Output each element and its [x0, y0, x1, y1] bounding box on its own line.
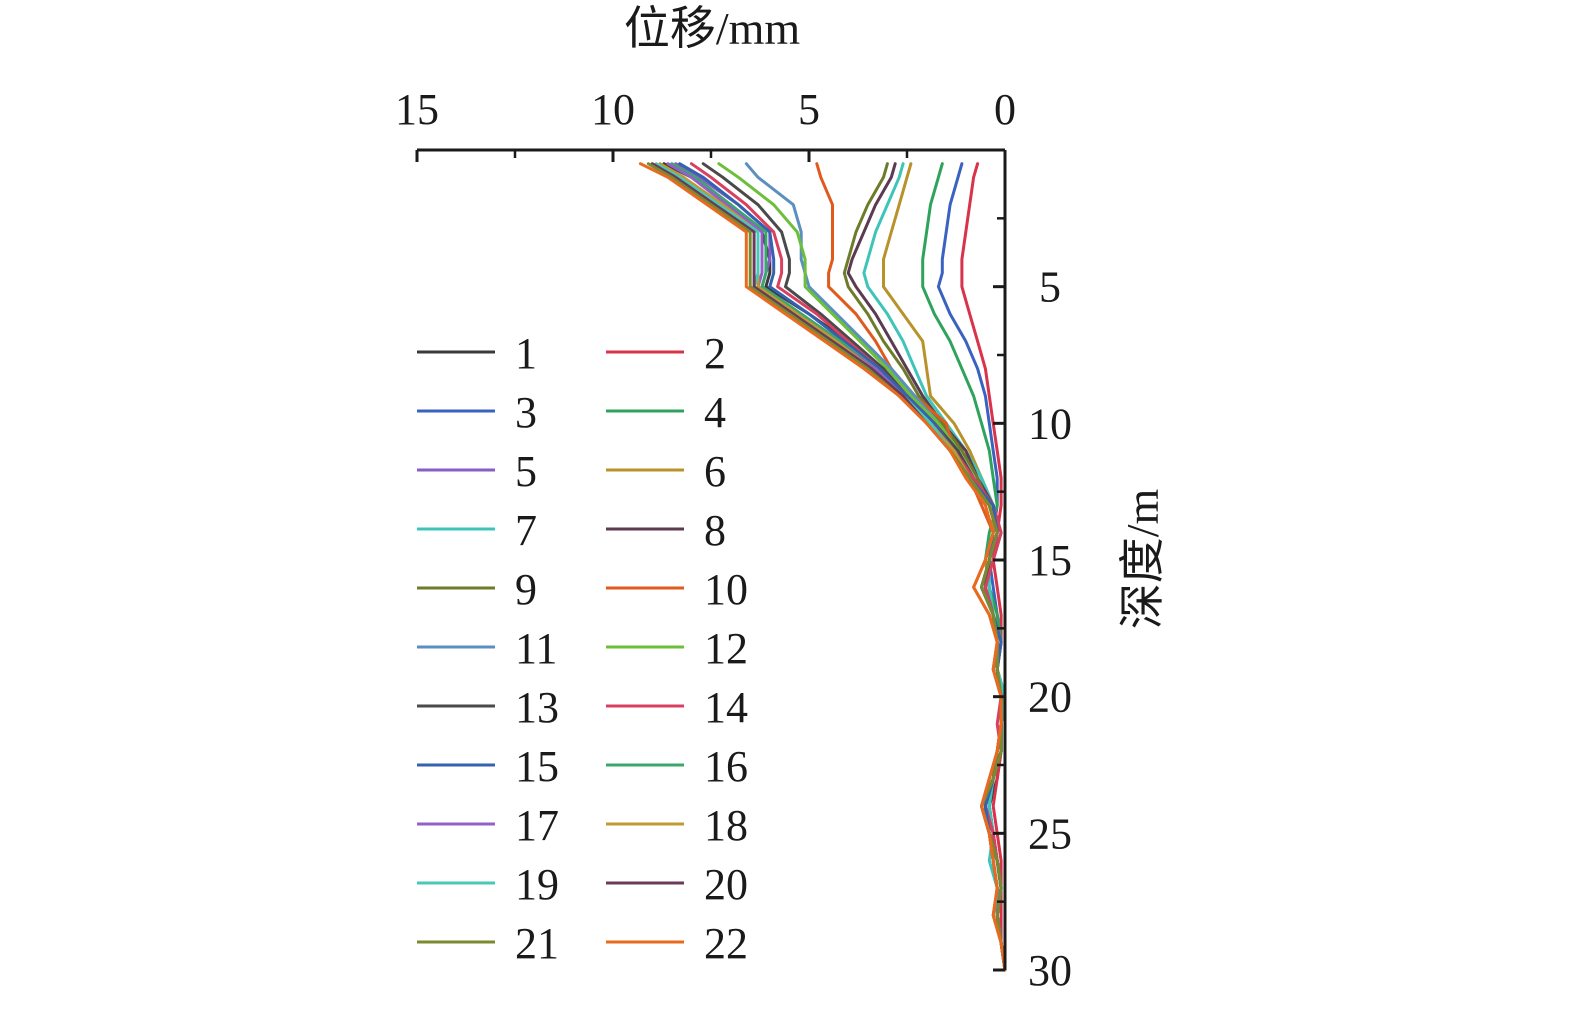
legend-label: 3	[515, 388, 537, 437]
legend-item-12: 12	[606, 624, 748, 673]
legend-item-5: 5	[417, 447, 537, 496]
y-tick-label: 30	[1028, 946, 1072, 995]
legend-label: 16	[704, 742, 748, 791]
legend-item-4: 4	[606, 388, 726, 437]
legend-item-1: 1	[417, 329, 537, 378]
legend-item-18: 18	[606, 801, 748, 850]
legend-label: 17	[515, 801, 559, 850]
x-axis-title: 位移/mm	[624, 3, 801, 54]
legend-item-14: 14	[606, 683, 748, 732]
legend-item-9: 9	[417, 565, 537, 614]
legend-item-22: 22	[606, 919, 748, 968]
x-tick-label: 5	[798, 85, 820, 134]
legend-item-3: 3	[417, 388, 537, 437]
series-line-2	[960, 162, 1007, 972]
x-tick-label: 0	[994, 85, 1016, 134]
legend-item-6: 6	[606, 447, 726, 496]
series-line-22	[638, 162, 1007, 972]
legend-item-7: 7	[417, 506, 537, 555]
legend-label: 21	[515, 919, 559, 968]
legend-label: 4	[704, 388, 726, 437]
legend-item-11: 11	[417, 624, 557, 673]
legend-label: 22	[704, 919, 748, 968]
y-tick-label: 15	[1028, 536, 1072, 585]
legend-label: 9	[515, 565, 537, 614]
legend-label: 13	[515, 683, 559, 732]
legend-item-19: 19	[417, 860, 559, 909]
x-tick-label: 15	[395, 85, 439, 134]
legend-item-2: 2	[606, 329, 726, 378]
legend-label: 18	[704, 801, 748, 850]
y-tick-label: 25	[1028, 809, 1072, 858]
y-axis-title: 深度/m	[1117, 489, 1168, 630]
legend-label: 20	[704, 860, 748, 909]
legend-label: 8	[704, 506, 726, 555]
legend-item-16: 16	[606, 742, 748, 791]
legend-label: 10	[704, 565, 748, 614]
series-line-21	[646, 162, 1007, 972]
legend-item-21: 21	[417, 919, 559, 968]
legend-item-13: 13	[417, 683, 559, 732]
series-line-14	[689, 162, 1007, 972]
legend-label: 14	[704, 683, 748, 732]
y-tick-label: 5	[1039, 263, 1061, 312]
legend-label: 11	[515, 624, 557, 673]
series-layer	[638, 162, 1007, 972]
legend-label: 6	[704, 447, 726, 496]
legend-label: 5	[515, 447, 537, 496]
series-line-10	[815, 162, 1007, 972]
y-tick-label: 10	[1028, 399, 1072, 448]
y-tick-label: 20	[1028, 673, 1072, 722]
legend-label: 1	[515, 329, 537, 378]
x-tick-label: 10	[591, 85, 635, 134]
legend-label: 7	[515, 506, 537, 555]
legend-label: 19	[515, 860, 559, 909]
legend-item-10: 10	[606, 565, 748, 614]
legend-label: 15	[515, 742, 559, 791]
legend-item-8: 8	[606, 506, 726, 555]
legend-item-15: 15	[417, 742, 559, 791]
legend-item-20: 20	[606, 860, 748, 909]
legend-label: 2	[704, 329, 726, 378]
legend-item-17: 17	[417, 801, 559, 850]
legend-label: 12	[704, 624, 748, 673]
